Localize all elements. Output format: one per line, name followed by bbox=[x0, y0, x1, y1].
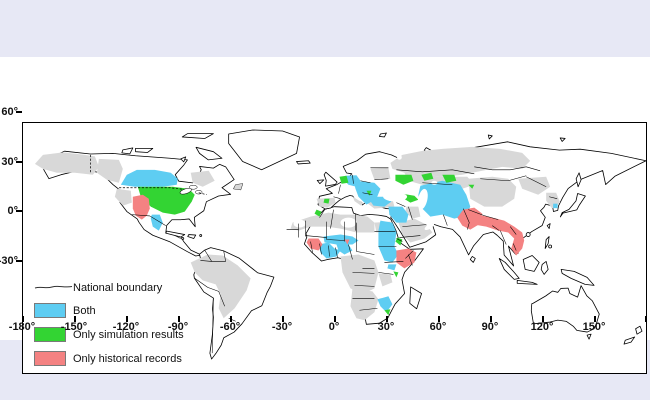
x-label-120: 120° bbox=[530, 321, 554, 333]
x-label-neg30: -30° bbox=[271, 321, 293, 333]
x-label-0: 0° bbox=[328, 321, 340, 333]
y-label-0: 0° bbox=[7, 205, 18, 217]
x-label-neg60: -60° bbox=[219, 321, 241, 333]
great-lakes bbox=[179, 185, 203, 195]
y-tick-neg30 bbox=[16, 260, 22, 262]
swatch-simulation bbox=[34, 327, 66, 342]
x-tick-9 bbox=[490, 316, 492, 322]
legend-item-simulation: Only simulation results bbox=[34, 327, 184, 342]
x-tick-8 bbox=[438, 316, 440, 322]
boundary-line-sample bbox=[34, 279, 73, 297]
x-label-90: 90° bbox=[481, 321, 499, 333]
x-tick-4 bbox=[230, 316, 232, 322]
x-tick-10 bbox=[542, 316, 544, 322]
legend-item-both: Both bbox=[34, 303, 96, 318]
x-tick-7 bbox=[386, 316, 388, 322]
y-tick-60 bbox=[16, 111, 22, 113]
figure-panel: National boundary Both Only simulation r… bbox=[0, 57, 650, 374]
x-label-neg150: -150° bbox=[60, 321, 88, 333]
world-map bbox=[34, 129, 646, 360]
legend-label-simulation: Only simulation results bbox=[73, 328, 184, 341]
x-label-neg120: -120° bbox=[112, 321, 140, 333]
x-tick-0 bbox=[22, 316, 24, 322]
x-label-neg90: -90° bbox=[167, 321, 189, 333]
legend-label-historical: Only historical records bbox=[73, 352, 182, 365]
us-canada-border bbox=[90, 154, 207, 196]
swatch-both bbox=[34, 303, 66, 318]
regions-historical bbox=[132, 194, 525, 269]
y-label-60: 60° bbox=[1, 106, 18, 118]
legend-label-both: Both bbox=[73, 304, 96, 317]
x-tick-11 bbox=[594, 316, 596, 322]
swatch-historical bbox=[34, 351, 66, 366]
x-tick-5 bbox=[282, 316, 284, 322]
x-tick-6 bbox=[334, 316, 336, 322]
regions-both bbox=[120, 169, 558, 313]
map-frame bbox=[22, 122, 647, 374]
x-tick-1 bbox=[74, 316, 76, 322]
legend-item-boundary: National boundary bbox=[34, 279, 162, 297]
y-label-neg30: -30° bbox=[0, 255, 18, 267]
x-tick-12 bbox=[645, 316, 647, 322]
y-label-30: 30° bbox=[1, 156, 18, 168]
x-label-60: 60° bbox=[429, 321, 447, 333]
national-boundaries bbox=[131, 166, 558, 354]
legend-item-historical: Only historical records bbox=[34, 351, 182, 366]
x-label-neg180: -180° bbox=[8, 321, 36, 333]
x-tick-2 bbox=[126, 316, 128, 322]
x-label-30: 30° bbox=[377, 321, 395, 333]
x-label-150: 150° bbox=[582, 321, 606, 333]
y-tick-0 bbox=[16, 210, 22, 212]
legend-label-boundary: National boundary bbox=[73, 282, 163, 294]
y-tick-30 bbox=[16, 161, 22, 163]
x-tick-3 bbox=[178, 316, 180, 322]
